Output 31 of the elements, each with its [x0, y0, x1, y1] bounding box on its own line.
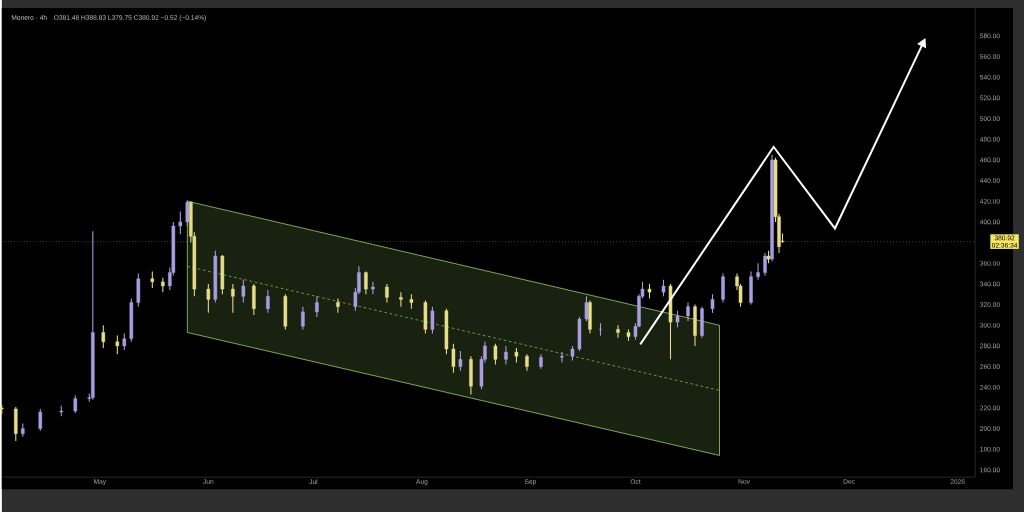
candlestick: [514, 347, 519, 363]
candlestick: [409, 293, 414, 310]
candlestick: [444, 308, 449, 355]
candlestick: [136, 273, 141, 308]
candlestick: [584, 295, 589, 322]
candlestick: [626, 328, 631, 342]
candlestick: [493, 343, 498, 366]
candlestick: [766, 250, 771, 264]
candlestick: [710, 293, 715, 314]
candlestick: [668, 283, 673, 360]
candlestick: [129, 297, 134, 343]
candlestick: [21, 422, 25, 438]
candlestick: [38, 408, 43, 432]
candlestick: [451, 343, 456, 374]
candlestick: [178, 210, 183, 235]
candlestick: [241, 279, 246, 303]
candlestick: [577, 316, 582, 352]
candlestick: [213, 250, 218, 303]
candlestick: [647, 283, 652, 299]
candlestick: [283, 293, 288, 330]
candlestick: [423, 299, 428, 334]
candlestick: [430, 306, 435, 334]
candlestick: [161, 277, 165, 293]
candlestick: [220, 254, 225, 295]
candlestick: [570, 345, 575, 361]
candlestick: [206, 283, 211, 314]
candlestick: [115, 335, 120, 355]
candlestick: [101, 324, 106, 349]
candlestick: [0, 404, 4, 415]
candlestick: [59, 405, 64, 417]
candlestick: [458, 350, 463, 372]
